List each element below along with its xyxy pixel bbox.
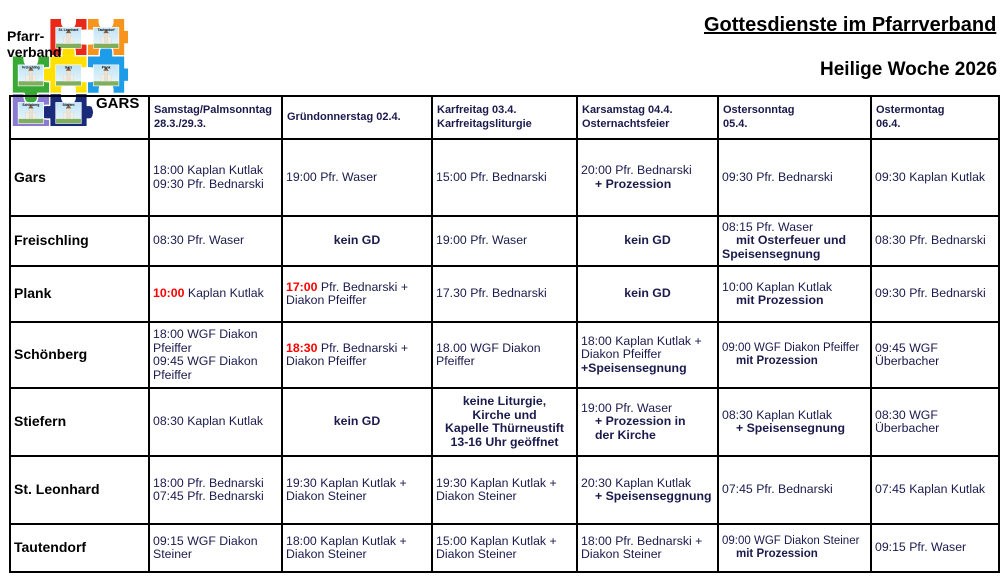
svg-text:Freischling: Freischling [22, 66, 39, 70]
svg-text:Plank: Plank [102, 66, 111, 70]
svg-text:Tautendorf: Tautendorf [98, 28, 116, 32]
svg-text:Gars: Gars [65, 66, 73, 70]
